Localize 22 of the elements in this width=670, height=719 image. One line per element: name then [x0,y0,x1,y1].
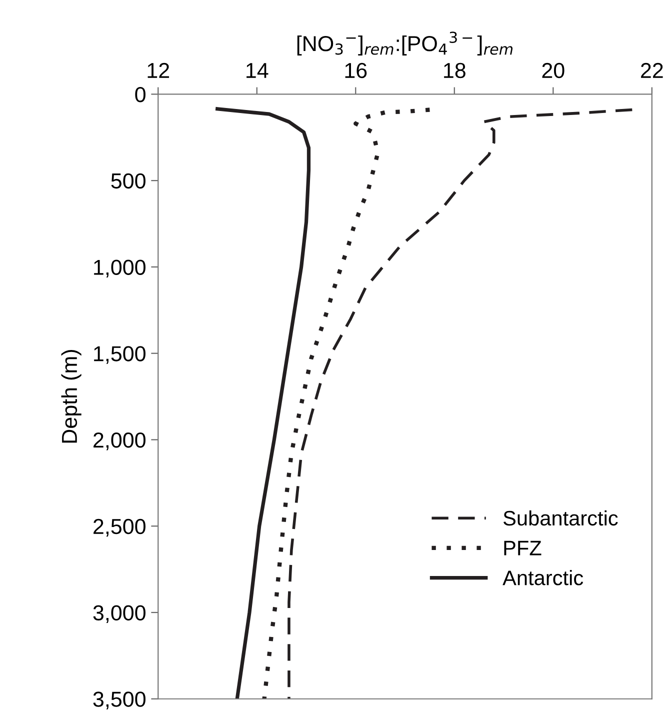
y-tick-label: 2,000 [94,432,146,450]
y-tick-label: 2,500 [94,518,146,537]
line-series [216,107,311,699]
y-tick-label: 3,500 [93,692,146,710]
x-tick-label: 16 [345,62,367,78]
legend-label: Antarctic [502,570,584,586]
line-series [288,108,634,699]
y-tick-label: 3,000 [93,605,146,624]
x-tick-label: 20 [542,62,564,78]
y-tick-label: 500 [111,173,146,189]
text: [NO$_{3}$$^{−}$]$_{rem}$:[PO$_{4}$$^{3−}$]$_{rem}$ [297,32,512,56]
x-tick-label: 18 [444,62,466,78]
y-tick-label: 1,000 [94,260,146,278]
y-tick-label: 1,500 [94,346,146,364]
x-tick-label: 12 [148,62,170,78]
y-tick-label: 0 [135,86,146,102]
y-axis-title: Depth (m) [61,350,82,443]
x-tick-label: 22 [641,62,663,78]
legend-label: PFZ [504,540,542,556]
legend-label: Subantarctic [503,510,618,526]
x-tick-label: 14 [246,63,268,78]
line-series [262,108,432,699]
